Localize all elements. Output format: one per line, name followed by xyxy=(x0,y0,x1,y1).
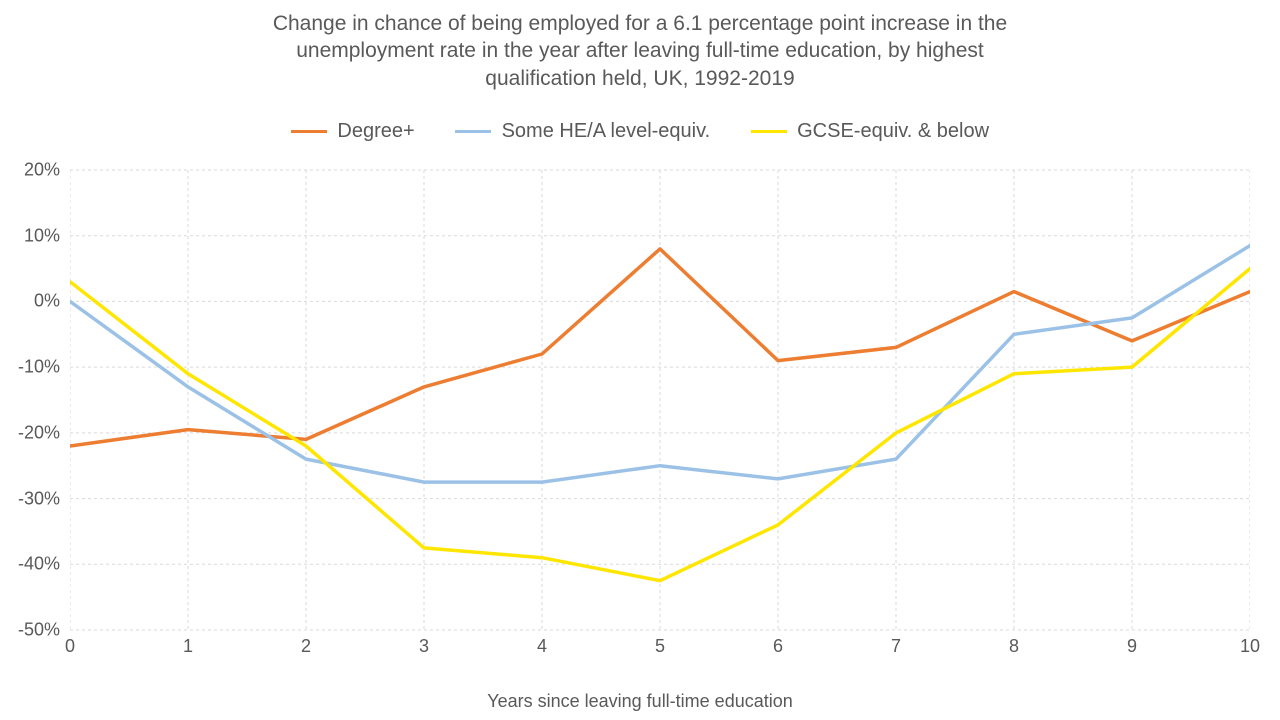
plot-svg xyxy=(70,160,1250,660)
y-tick-label: -30% xyxy=(18,488,60,509)
legend-item-degree: Degree+ xyxy=(291,120,415,143)
chart-title: Change in chance of being employed for a… xyxy=(140,10,1140,92)
y-tick-label: -20% xyxy=(18,422,60,443)
x-tick-label: 7 xyxy=(891,636,901,657)
x-axis-label: Years since leaving full-time education xyxy=(487,691,793,712)
legend-swatch-he xyxy=(455,130,491,134)
legend-label-degree: Degree+ xyxy=(337,120,414,142)
y-tick-label: -10% xyxy=(18,357,60,378)
x-tick-label: 8 xyxy=(1009,636,1019,657)
y-tick-label: 20% xyxy=(24,160,60,181)
legend-label-gcse: GCSE-equiv. & below xyxy=(797,120,989,142)
chart-container: Change in chance of being employed for a… xyxy=(0,0,1280,720)
legend-label-he: Some HE/A level-equiv. xyxy=(502,120,711,142)
y-tick-label: 10% xyxy=(24,225,60,246)
x-tick-label: 3 xyxy=(419,636,429,657)
x-tick-label: 10 xyxy=(1240,636,1260,657)
legend-item-he: Some HE/A level-equiv. xyxy=(455,120,710,143)
chart-legend: Degree+ Some HE/A level-equiv. GCSE-equi… xyxy=(0,120,1280,143)
title-line-2: unemployment rate in the year after leav… xyxy=(296,39,984,62)
x-tick-label: 4 xyxy=(537,636,547,657)
plot-area xyxy=(70,160,1250,660)
y-tick-label: 0% xyxy=(34,291,60,312)
x-tick-label: 9 xyxy=(1127,636,1137,657)
x-tick-label: 0 xyxy=(65,636,75,657)
x-tick-label: 1 xyxy=(183,636,193,657)
y-tick-label: -50% xyxy=(18,620,60,641)
title-line-1: Change in chance of being employed for a… xyxy=(273,12,1007,35)
title-line-3: qualification held, UK, 1992-2019 xyxy=(485,67,794,90)
x-tick-label: 5 xyxy=(655,636,665,657)
legend-item-gcse: GCSE-equiv. & below xyxy=(751,120,989,143)
legend-swatch-gcse xyxy=(751,130,787,134)
legend-swatch-degree xyxy=(291,130,327,134)
y-tick-label: -40% xyxy=(18,554,60,575)
x-tick-label: 6 xyxy=(773,636,783,657)
x-tick-label: 2 xyxy=(301,636,311,657)
